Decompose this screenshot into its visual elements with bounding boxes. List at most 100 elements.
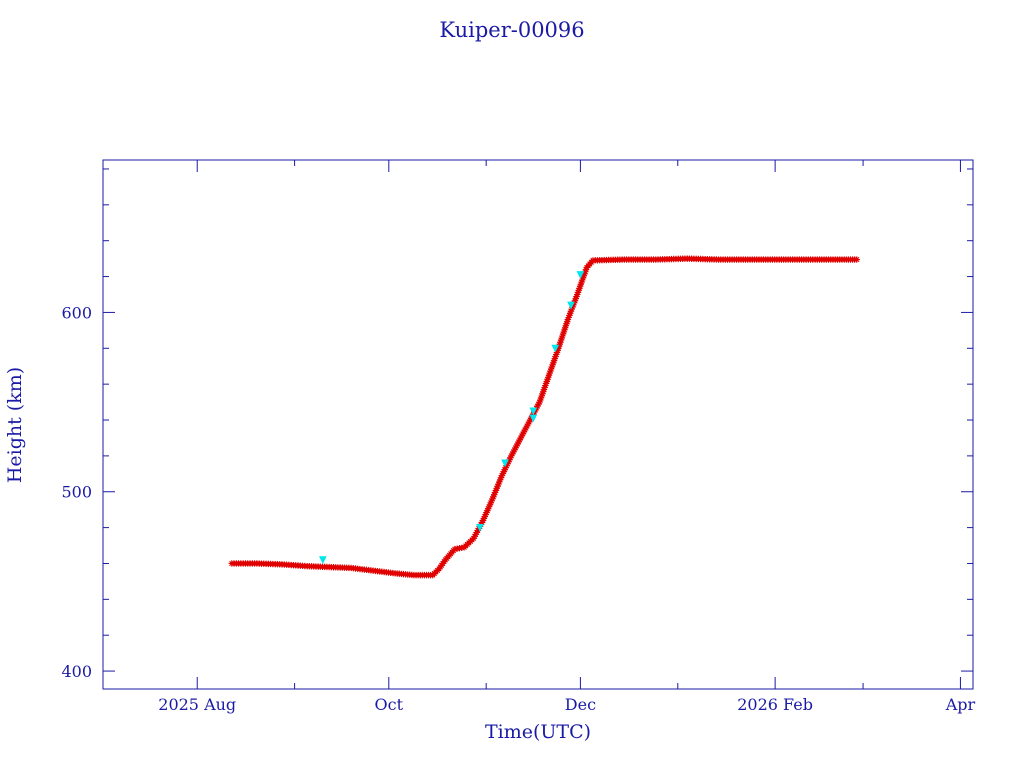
- chart-title: Kuiper-00096: [439, 18, 584, 42]
- data-point: [535, 400, 542, 408]
- data-point: [501, 466, 508, 473]
- data-point: [484, 507, 491, 514]
- data-point: [502, 464, 509, 471]
- data-point: [511, 446, 518, 454]
- data-point: [566, 310, 574, 317]
- data-point: [494, 483, 501, 490]
- data-point: [515, 438, 522, 446]
- data-point: [514, 440, 521, 448]
- data-point: [563, 318, 571, 325]
- data-point: [471, 533, 478, 540]
- data-point: [553, 351, 560, 358]
- data-point-alt: [551, 344, 560, 353]
- data-point: [557, 338, 564, 346]
- data-point: [518, 432, 525, 440]
- data-point-alt: [576, 271, 585, 279]
- data-point: [542, 382, 549, 389]
- data-point: [571, 297, 579, 304]
- data-point: [543, 378, 551, 385]
- data-point: [516, 436, 523, 444]
- data-point: [536, 398, 543, 406]
- data-point: [500, 468, 507, 475]
- data-point: [522, 424, 530, 432]
- data-point: [540, 386, 548, 393]
- data-point: [554, 347, 561, 354]
- data-point: [492, 487, 500, 494]
- data-point: [564, 316, 572, 323]
- data-point: [483, 509, 490, 516]
- y-tick-label: 500: [61, 483, 92, 502]
- data-point: [549, 361, 556, 369]
- data-point: [557, 336, 565, 344]
- data-point: [556, 340, 563, 348]
- data-point-alt: [567, 301, 575, 310]
- data-point: [488, 497, 495, 505]
- data-point: [496, 478, 503, 486]
- data-point: [547, 367, 554, 375]
- data-point: [582, 268, 589, 275]
- data-point: [559, 332, 566, 340]
- data-point: [563, 320, 570, 327]
- data-point: [537, 396, 544, 404]
- data-point: [504, 460, 511, 467]
- minor-ticks: [103, 160, 973, 689]
- data-point: [545, 371, 553, 379]
- x-tick-label: Dec: [565, 695, 596, 714]
- data-point: [572, 295, 579, 302]
- data-point: [496, 476, 504, 484]
- y-axis-ticks: 400 500 600: [61, 303, 973, 681]
- data-point: [507, 454, 514, 462]
- data-point: [490, 493, 497, 500]
- data-point: [555, 345, 562, 352]
- data-point: [486, 501, 494, 508]
- data-point: [534, 402, 541, 410]
- data-point: [490, 491, 498, 498]
- data-point: [472, 531, 479, 538]
- x-tick-label: Apr: [945, 695, 976, 714]
- data-point: [547, 365, 555, 373]
- data-point: [560, 328, 567, 336]
- data-point: [853, 256, 860, 263]
- data-series-1: [228, 255, 860, 579]
- data-point-alt: [529, 414, 538, 423]
- data-point: [487, 499, 494, 507]
- data-point: [484, 505, 492, 512]
- data-point: [509, 450, 516, 458]
- data-point: [569, 303, 576, 311]
- data-point: [576, 285, 583, 292]
- data-point: [566, 312, 573, 319]
- data-point: [568, 305, 575, 313]
- data-point: [506, 456, 513, 464]
- data-point: [558, 334, 565, 342]
- data-point: [538, 392, 545, 400]
- data-point: [525, 418, 533, 426]
- data-point: [526, 416, 534, 424]
- x-axis-label: Time(UTC): [485, 721, 591, 743]
- data-point: [567, 308, 575, 315]
- data-point: [485, 503, 493, 510]
- data-series-2: [319, 271, 585, 564]
- data-point: [537, 394, 545, 402]
- x-axis-ticks: 2025 Aug Oct Dec 2026 Feb Apr: [158, 160, 976, 714]
- data-point: [570, 301, 577, 309]
- data-point: [561, 324, 569, 331]
- data-point: [520, 428, 528, 436]
- data-point-alt: [501, 459, 509, 468]
- data-point: [559, 330, 567, 338]
- data-point: [580, 272, 587, 280]
- data-point: [512, 444, 519, 452]
- y-tick-label: 600: [61, 303, 92, 322]
- data-point: [523, 422, 531, 430]
- data-point: [573, 293, 580, 300]
- data-point: [497, 474, 505, 481]
- data-point: [574, 289, 582, 296]
- data-point: [542, 380, 550, 387]
- data-point: [505, 458, 512, 465]
- data-point: [574, 291, 581, 298]
- data-point: [470, 535, 477, 542]
- data-point: [552, 353, 559, 360]
- data-point: [524, 420, 532, 428]
- data-point: [513, 442, 520, 450]
- data-point-alt: [529, 407, 538, 416]
